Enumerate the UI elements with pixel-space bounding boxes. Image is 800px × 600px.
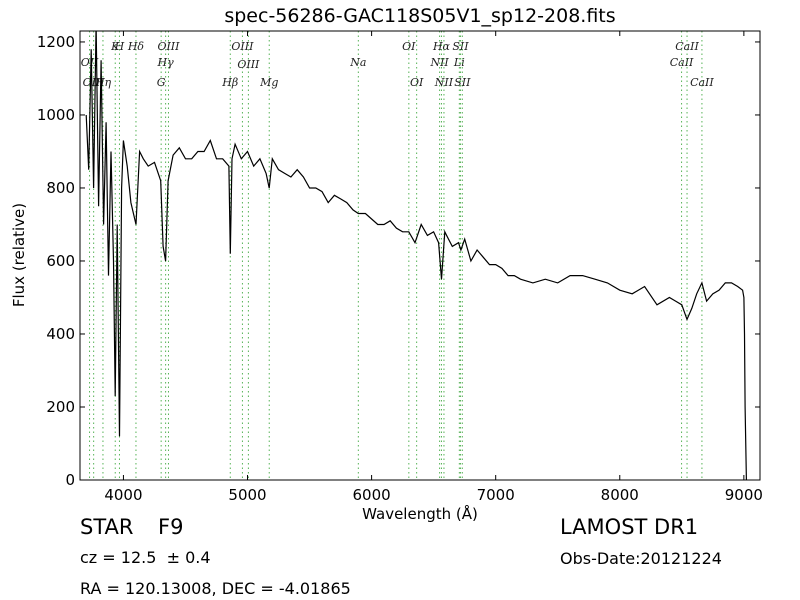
line-label-24: CaII <box>690 76 714 89</box>
line-label-7: Hγ <box>157 56 175 69</box>
y-tick-label-4: 800 <box>46 179 75 197</box>
line-label-8: OIII <box>157 40 180 53</box>
line-label-21: SII <box>454 76 471 89</box>
y-tick-label-1: 200 <box>46 398 75 416</box>
line-label-14: OI <box>402 40 416 53</box>
chart-title: spec-56286-GAC118S05V1_sp12-208.fits <box>224 5 616 27</box>
line-label-13: Na <box>349 56 366 69</box>
line-label-10: OIII <box>231 40 254 53</box>
line-label-18: NII <box>434 76 454 89</box>
line-label-15: OI <box>410 76 424 89</box>
line-label-6: G <box>157 76 166 89</box>
line-label-0: OII <box>81 56 99 69</box>
x-tick-label-4: 8000 <box>601 486 639 504</box>
y-tick-label-6: 1200 <box>37 33 75 51</box>
y-tick-label-5: 1000 <box>37 106 75 124</box>
plot-frame <box>79 30 761 481</box>
line-label-4: H <box>114 40 125 53</box>
line-label-17: Hα <box>432 40 451 53</box>
line-label-23: CaII <box>675 40 699 53</box>
line-label-19: Li <box>453 56 465 69</box>
line-label-5: Hδ <box>127 40 145 53</box>
line-label-12: Mg <box>259 76 278 89</box>
line-label-9: Hβ <box>221 76 238 89</box>
spectrum-line <box>85 31 747 480</box>
subclass: F9 <box>158 515 184 539</box>
x-tick-label-0: 4000 <box>104 486 142 504</box>
y-tick-label-0: 0 <box>65 471 75 489</box>
line-label-22: CaII <box>670 56 694 69</box>
line-label-11: OIII <box>237 58 260 71</box>
coordinates: RA = 120.13008, DEC = -4.01865 <box>80 579 351 598</box>
line-label-1: OIII <box>83 76 106 89</box>
y-axis-label: Flux (relative) <box>10 202 28 308</box>
y-tick-label-3: 600 <box>46 252 75 270</box>
line-label-2: Hη <box>94 76 112 89</box>
x-tick-label-2: 6000 <box>353 486 391 504</box>
x-axis-label: Wavelength (Å) <box>362 505 478 523</box>
line-label-20: SII <box>452 40 469 53</box>
redshift-value: cz = 12.5 ± 0.4 <box>80 548 211 567</box>
x-tick-label-5: 9000 <box>725 486 763 504</box>
observation-date: Obs-Date:20121224 <box>560 549 722 568</box>
line-label-16: NII <box>429 56 449 69</box>
object-class: STAR <box>80 515 134 539</box>
x-tick-label-1: 5000 <box>228 486 266 504</box>
survey-name: LAMOST DR1 <box>560 515 699 539</box>
x-tick-label-3: 7000 <box>477 486 515 504</box>
y-tick-label-2: 400 <box>46 325 75 343</box>
line-label-3: K <box>110 40 120 53</box>
